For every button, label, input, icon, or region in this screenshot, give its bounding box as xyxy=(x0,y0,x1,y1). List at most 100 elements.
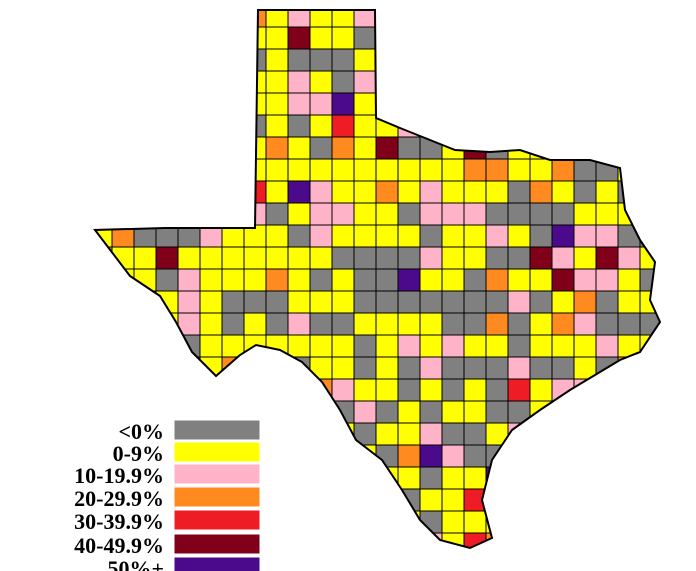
county xyxy=(617,290,641,314)
county xyxy=(507,246,531,270)
county xyxy=(529,70,553,94)
county xyxy=(529,158,553,182)
county xyxy=(199,10,223,28)
county xyxy=(463,268,487,292)
county xyxy=(640,555,662,571)
county xyxy=(221,312,245,336)
county xyxy=(95,202,113,226)
county xyxy=(463,290,487,314)
county xyxy=(199,378,223,402)
county xyxy=(397,180,421,204)
county xyxy=(199,180,223,204)
county xyxy=(287,136,311,160)
county xyxy=(573,224,597,248)
county xyxy=(441,444,465,468)
county xyxy=(485,356,509,380)
county xyxy=(419,246,443,270)
county xyxy=(595,378,619,402)
county xyxy=(353,532,377,548)
county xyxy=(331,268,355,292)
county xyxy=(617,268,641,292)
county xyxy=(419,202,443,226)
county xyxy=(485,334,509,358)
county xyxy=(464,555,486,571)
county xyxy=(530,555,552,571)
county xyxy=(551,158,575,182)
county xyxy=(507,532,531,548)
county xyxy=(95,92,113,116)
county xyxy=(265,290,289,314)
county xyxy=(595,312,619,336)
county xyxy=(133,378,157,402)
county xyxy=(463,48,487,72)
county xyxy=(177,290,201,314)
county xyxy=(199,268,223,292)
county xyxy=(551,290,575,314)
county xyxy=(287,422,311,446)
county xyxy=(331,246,355,270)
county xyxy=(529,378,553,402)
county xyxy=(353,136,377,160)
county xyxy=(95,356,113,380)
county xyxy=(529,488,553,512)
county xyxy=(573,488,597,512)
county xyxy=(551,202,575,226)
county xyxy=(309,114,333,138)
county xyxy=(639,114,660,138)
county xyxy=(441,268,465,292)
county xyxy=(507,92,531,116)
county xyxy=(639,202,660,226)
county xyxy=(287,510,311,534)
county xyxy=(441,180,465,204)
county xyxy=(617,422,641,446)
county xyxy=(441,202,465,226)
county xyxy=(309,136,333,160)
county xyxy=(573,92,597,116)
county xyxy=(309,180,333,204)
county xyxy=(353,466,377,490)
county xyxy=(309,290,333,314)
county xyxy=(463,246,487,270)
county xyxy=(419,26,443,50)
county xyxy=(397,290,421,314)
county xyxy=(529,444,553,468)
county xyxy=(573,466,597,490)
county xyxy=(573,312,597,336)
county xyxy=(155,136,179,160)
county xyxy=(551,422,575,446)
county xyxy=(155,10,179,28)
county xyxy=(573,70,597,94)
county xyxy=(662,467,684,489)
county xyxy=(95,26,113,50)
county xyxy=(485,400,509,424)
county xyxy=(177,158,201,182)
county xyxy=(617,92,641,116)
county xyxy=(265,136,289,160)
county xyxy=(617,114,641,138)
county xyxy=(155,268,179,292)
county xyxy=(507,136,531,160)
county xyxy=(507,180,531,204)
county xyxy=(221,290,245,314)
county xyxy=(111,136,135,160)
county xyxy=(155,202,179,226)
county xyxy=(353,158,377,182)
county xyxy=(662,5,684,27)
county xyxy=(595,202,619,226)
county xyxy=(221,114,245,138)
county xyxy=(309,334,333,358)
county xyxy=(111,202,135,226)
county xyxy=(133,312,157,336)
county xyxy=(331,422,355,446)
county xyxy=(529,466,553,490)
county xyxy=(265,114,289,138)
county xyxy=(529,10,553,28)
county xyxy=(353,114,377,138)
county xyxy=(617,10,641,28)
county xyxy=(617,378,641,402)
county xyxy=(155,356,179,380)
county xyxy=(243,48,267,72)
county xyxy=(331,466,355,490)
county xyxy=(551,224,575,248)
county xyxy=(331,532,355,548)
